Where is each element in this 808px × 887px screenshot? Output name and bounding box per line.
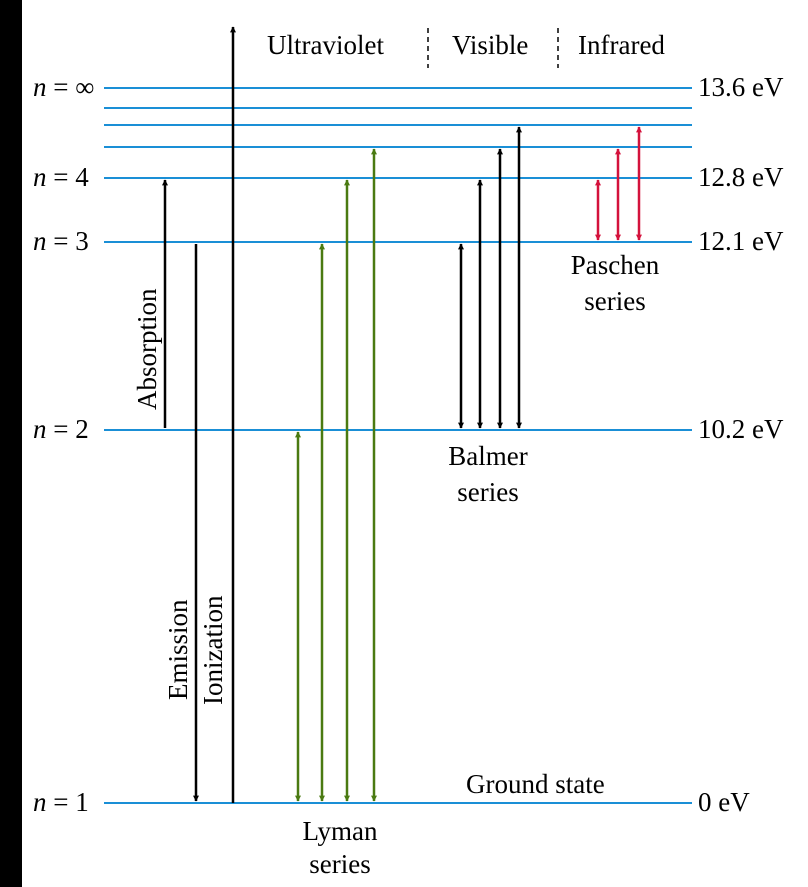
energy-levels bbox=[104, 87, 692, 804]
level-label-n4: n = 4 bbox=[33, 162, 89, 192]
absorption-label: Absorption bbox=[132, 288, 162, 410]
energy-label-infinity: 13.6 eV bbox=[698, 72, 784, 102]
lyman-label-line1: Lyman bbox=[303, 816, 378, 846]
region-visible: Visible bbox=[452, 30, 528, 60]
ionization-label: Ionization bbox=[198, 595, 228, 705]
ground-state-label: Ground state bbox=[466, 769, 605, 799]
paschen-series-arrows bbox=[595, 126, 642, 241]
region-infrared: Infrared bbox=[578, 30, 665, 60]
region-ultraviolet: Ultraviolet bbox=[267, 30, 384, 60]
lyman-series-arrows bbox=[295, 148, 377, 802]
level-label-n3: n = 3 bbox=[33, 226, 89, 256]
energy-label-n3: 12.1 eV bbox=[698, 226, 784, 256]
level-label-n2: n = 2 bbox=[33, 414, 89, 444]
balmer-label-line2: series bbox=[457, 477, 518, 507]
level-label-infinity: n = ∞ bbox=[33, 72, 94, 102]
balmer-series-arrows bbox=[458, 126, 522, 429]
lyman-label-line2: series bbox=[309, 849, 370, 879]
balmer-label-line1: Balmer bbox=[448, 441, 527, 471]
energy-label-n2: 10.2 eV bbox=[698, 414, 784, 444]
emission-label: Emission bbox=[163, 599, 193, 700]
level-label-n1: n = 1 bbox=[33, 787, 89, 817]
energy-label-n1: 0 eV bbox=[698, 787, 750, 817]
energy-label-n4: 12.8 eV bbox=[698, 162, 784, 192]
paschen-label-line1: Paschen bbox=[571, 250, 660, 280]
paschen-label-line2: series bbox=[584, 286, 645, 316]
